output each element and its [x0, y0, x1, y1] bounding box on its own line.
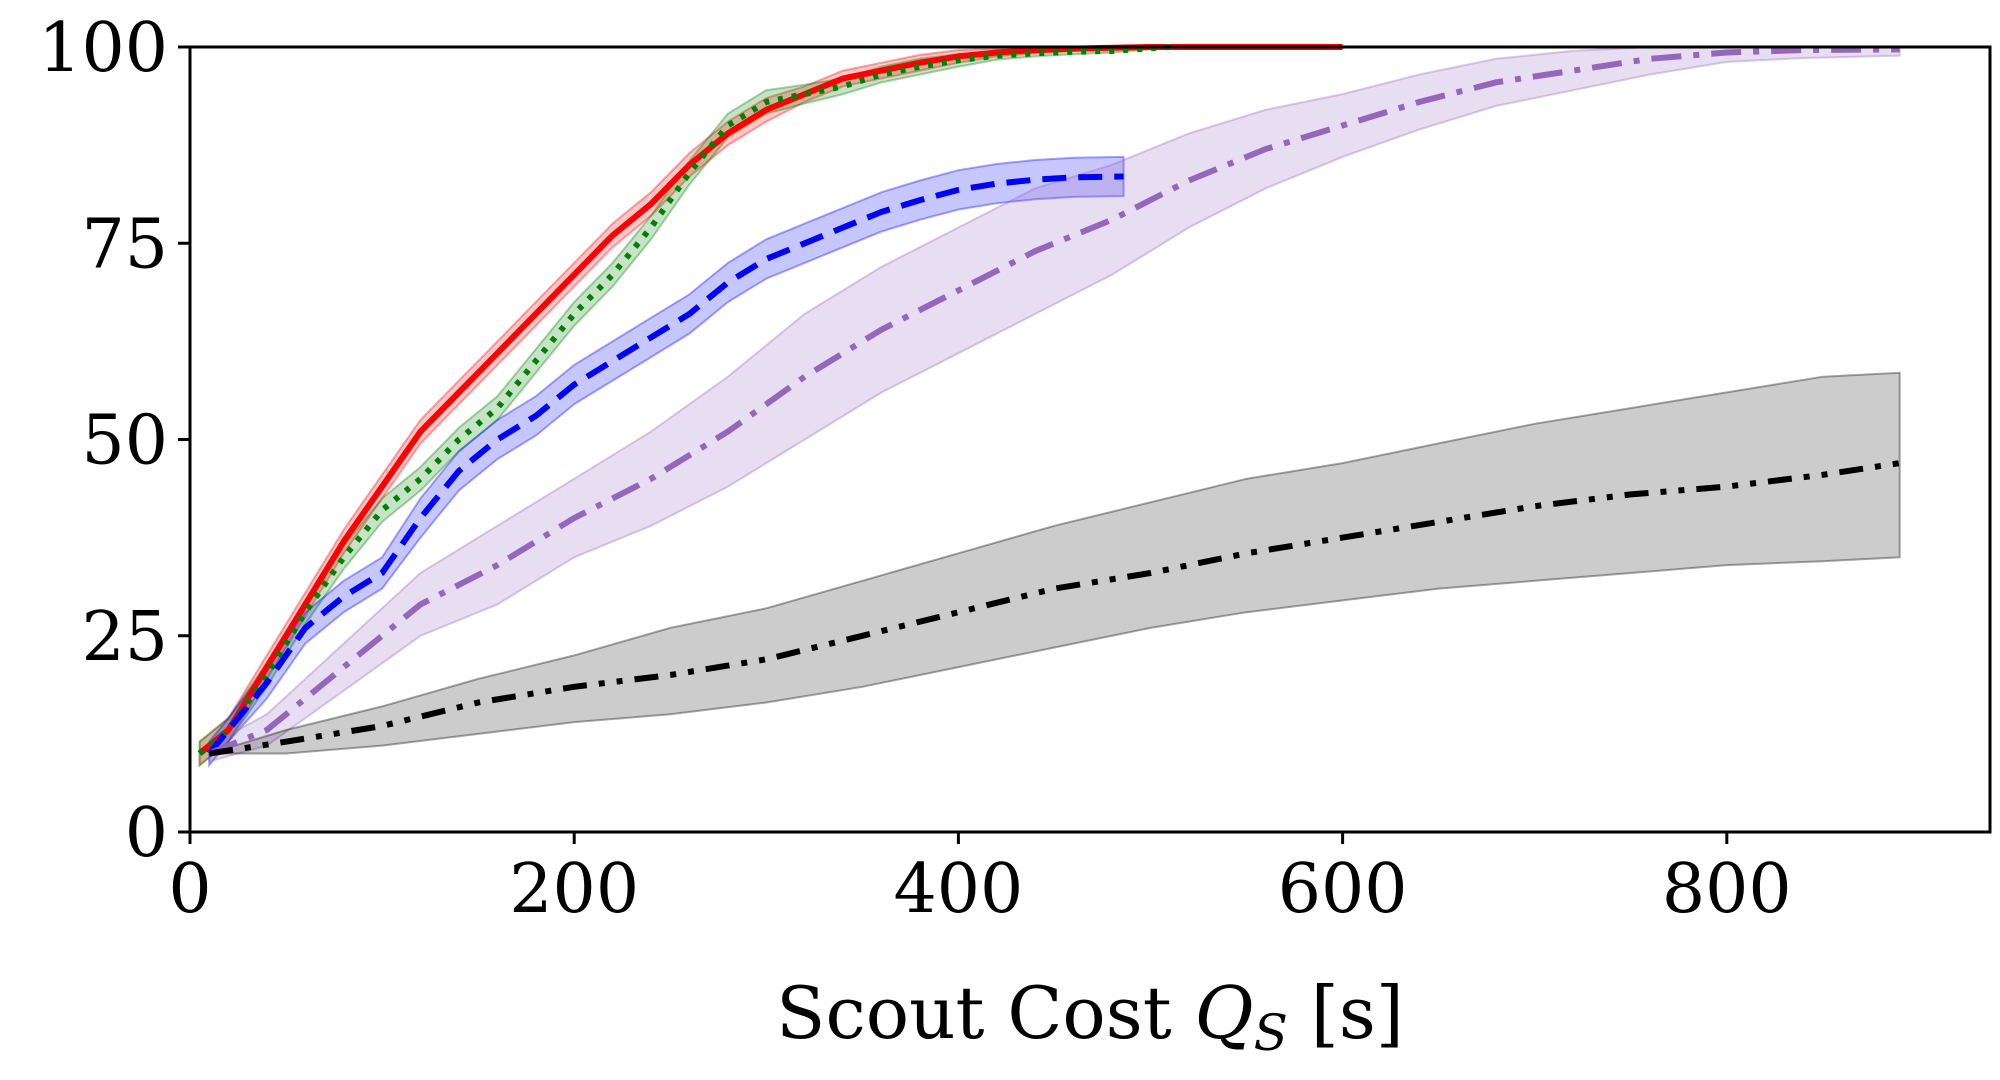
series-3-band [208, 46, 1901, 763]
x-tick-label-2: 400 [894, 850, 1024, 929]
confidence-bands [198, 45, 1901, 769]
x-tick-label-1: 200 [509, 850, 639, 929]
series-3-line [208, 46, 1900, 757]
series-2-band [208, 155, 1125, 769]
x-axis: 0 200 400 600 800 [168, 832, 1792, 929]
series-lines [197, 44, 1901, 757]
x-tick-label-3: 600 [1278, 850, 1408, 929]
series-1-line [197, 44, 1170, 756]
series-4-band [208, 371, 1901, 755]
y-tick-label-4: 100 [38, 9, 168, 88]
y-tick-label-3: 75 [81, 205, 168, 284]
x-axis-label-sub: S [1254, 1004, 1288, 1062]
x-axis-label-var: Q [1195, 971, 1254, 1055]
y-tick-label-2: 50 [81, 402, 168, 481]
y-tick-label-0: 0 [125, 794, 168, 873]
x-axis-label-post: [s] [1288, 971, 1404, 1055]
x-axis-label-pre: Scout Cost [776, 971, 1194, 1055]
y-tick-label-1: 25 [81, 598, 168, 677]
x-tick-label-4: 800 [1662, 850, 1792, 929]
x-tick-label-0: 0 [168, 850, 211, 929]
series-2-line [206, 173, 1124, 756]
series-0-line [197, 44, 1343, 756]
y-axis: 0 25 50 75 100 [38, 9, 190, 873]
series-4-line [208, 460, 1901, 757]
x-axis-label: Scout Cost QS [s] [776, 971, 1404, 1062]
